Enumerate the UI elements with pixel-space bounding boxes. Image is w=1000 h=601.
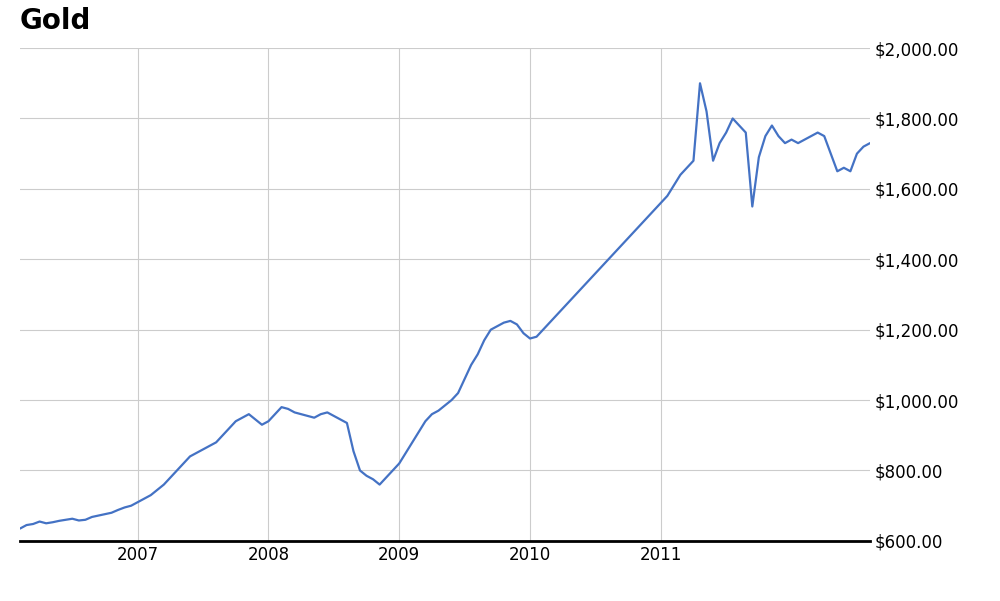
Text: Gold: Gold xyxy=(20,7,91,35)
